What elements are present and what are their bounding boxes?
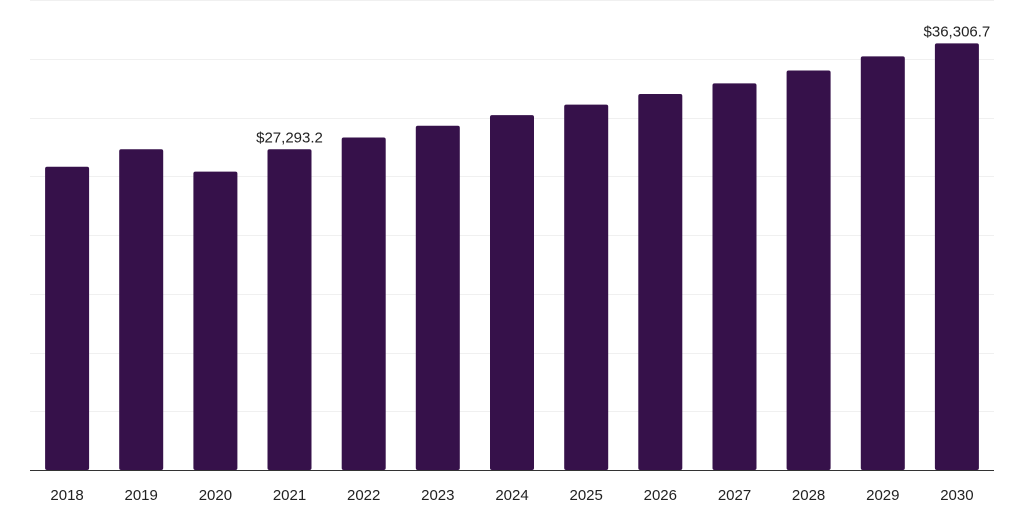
- x-tick-label-2021: 2021: [273, 487, 306, 504]
- bar-2018: [45, 166, 90, 471]
- x-tick-label-2025: 2025: [570, 487, 603, 504]
- bar-2025: [564, 104, 609, 470]
- bar-2022: [341, 137, 386, 470]
- x-tick-label-2024: 2024: [495, 487, 528, 504]
- bar-2030: [934, 43, 979, 471]
- x-tick-label-2030: 2030: [940, 487, 973, 504]
- bar-2029: [860, 56, 905, 471]
- data-label-2030: $36,306.7: [924, 23, 991, 40]
- x-tick-label-2018: 2018: [50, 487, 83, 504]
- bars: [45, 43, 979, 471]
- x-tick-label-2026: 2026: [644, 487, 677, 504]
- bar-2019: [119, 149, 164, 470]
- x-tick-label-2020: 2020: [199, 487, 232, 504]
- x-tick-label-2028: 2028: [792, 487, 825, 504]
- x-tick-label-2022: 2022: [347, 487, 380, 504]
- bar-2021: [267, 149, 312, 471]
- data-labels: $27,293.2 $36,306.7: [256, 23, 990, 146]
- bar-2026: [638, 94, 683, 470]
- x-tick-label-2027: 2027: [718, 487, 751, 504]
- x-tick-labels: 2018 2019 2020 2021 2022 2023 2024 2025 2026 2027…: [50, 487, 973, 504]
- x-tick-label-2023: 2023: [421, 487, 454, 504]
- x-tick-label-2019: 2019: [125, 487, 158, 504]
- bar-2024: [490, 115, 534, 470]
- bar-2020: [193, 171, 238, 470]
- bar-2027: [712, 83, 757, 471]
- bar-2023: [415, 125, 460, 470]
- data-label-2021: $27,293.2: [256, 129, 323, 146]
- bar-2028: [786, 70, 831, 470]
- x-tick-label-2029: 2029: [866, 487, 899, 504]
